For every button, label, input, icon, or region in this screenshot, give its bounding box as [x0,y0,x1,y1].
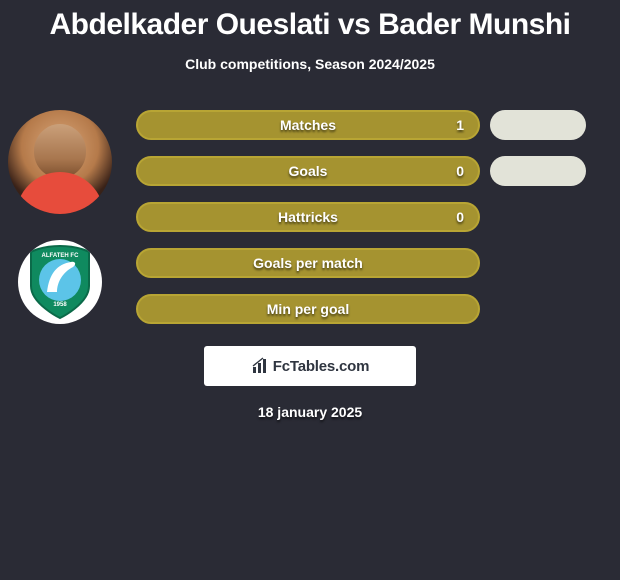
club-badge: ALFATEH FC 1958 [27,244,93,320]
attribution-text: FcTables.com [273,358,370,375]
stat-row: Hattricks 0 [136,202,602,232]
stat-bar: Hattricks 0 [136,202,480,232]
stats-bars: Matches 1 Goals 0 Hattricks 0 Goals per match M… [112,96,620,340]
stat-row: Goals per match [136,248,602,278]
club-avatar: ALFATEH FC 1958 [18,240,102,324]
avatars-column: ALFATEH FC 1958 [8,96,112,324]
page-title: Abdelkader Oueslati vs Bader Munshi [0,8,620,42]
content-row: ALFATEH FC 1958 Matches 1 Goals 0 Hattricks 0… [0,96,620,340]
stat-label: Goals [289,163,328,179]
subtitle: Club competitions, Season 2024/2025 [0,56,620,72]
stat-value: 0 [456,209,464,225]
stat-bar: Goals per match [136,248,480,278]
stat-bar: Min per goal [136,294,480,324]
stat-row: Matches 1 [136,110,602,140]
stat-bar: Goals 0 [136,156,480,186]
stat-value: 0 [456,163,464,179]
comparison-pill [490,110,586,140]
player-avatar [8,110,112,214]
club-year-text: 1958 [53,302,67,308]
date-text: 18 january 2025 [0,404,620,420]
stat-label: Hattricks [278,209,338,225]
stat-label: Goals per match [253,255,363,271]
stat-label: Min per goal [267,301,349,317]
comparison-pill [490,156,586,186]
shield-inner-circle [39,259,81,301]
club-name-text: ALFATEH FC [42,253,80,259]
attribution-badge[interactable]: FcTables.com [204,346,416,386]
stat-row: Goals 0 [136,156,602,186]
stat-bar: Matches 1 [136,110,480,140]
stat-label: Matches [280,117,336,133]
stat-row: Min per goal [136,294,602,324]
stat-value: 1 [456,117,464,133]
chart-icon [251,357,269,375]
